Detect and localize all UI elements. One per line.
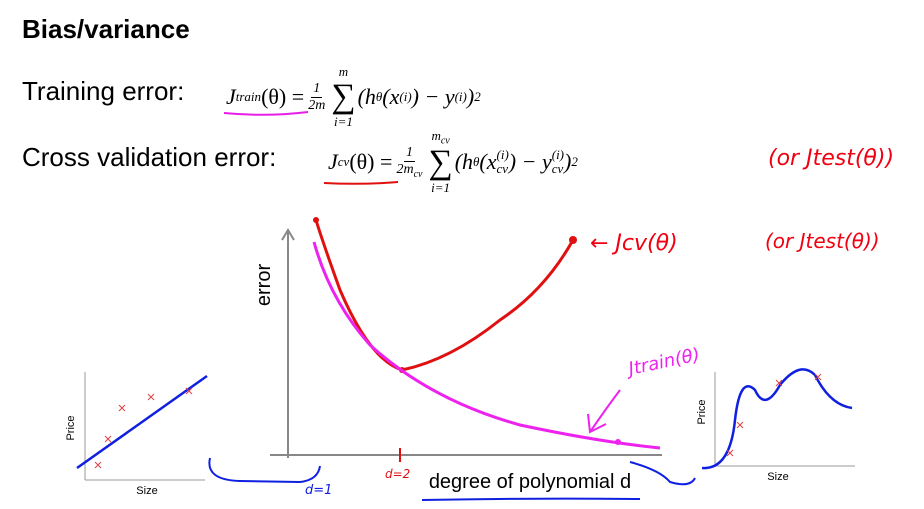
handwritten-note: (or Jtest(θ)) xyxy=(768,146,895,171)
underline xyxy=(421,497,641,501)
handwritten-note: d=2 xyxy=(385,467,410,481)
math-text: 2m xyxy=(308,97,326,113)
math-text: ) xyxy=(466,84,475,109)
math-text: 1 xyxy=(403,144,415,162)
math-text: cv xyxy=(413,168,423,180)
math-text: (h xyxy=(454,149,474,174)
math-text: (i) xyxy=(454,89,467,104)
math-text: = xyxy=(380,149,393,174)
arrow xyxy=(587,389,621,434)
handwritten-note: Jtrain(θ) xyxy=(624,344,702,380)
math-text: ) − y xyxy=(411,84,455,109)
handwritten-note: ← Jcv(θ) xyxy=(590,231,678,256)
data-points xyxy=(726,373,822,457)
math-text: cv xyxy=(337,154,350,169)
math-text: (x xyxy=(479,149,497,174)
math-text: cv xyxy=(551,161,564,176)
math-text: 2 xyxy=(474,89,481,104)
sum: mcv ∑ i=1 xyxy=(428,128,452,197)
math-text: m xyxy=(338,64,349,79)
math-text: 2m xyxy=(396,161,414,177)
fit-line xyxy=(76,374,208,470)
math-text: cv xyxy=(440,135,450,147)
math-text: ) xyxy=(564,149,572,174)
math-text: 1 xyxy=(311,80,323,98)
math-text: θ xyxy=(375,89,383,104)
x-axis-label: degree of polynomial d xyxy=(429,471,631,493)
train-curve xyxy=(312,241,661,450)
math-text: (i) xyxy=(551,147,565,162)
math-text: cv xyxy=(496,161,509,176)
training-label: Training error: xyxy=(22,76,185,106)
math-text: (θ) xyxy=(349,149,375,174)
cv-label: Cross validation error: xyxy=(22,142,277,172)
math-text: J xyxy=(226,84,236,109)
math-text: (x xyxy=(382,84,400,109)
math-text: J xyxy=(328,149,338,174)
y-axis-label: Price xyxy=(65,415,77,440)
underline xyxy=(323,181,399,185)
math-text: (θ) xyxy=(261,84,287,109)
math-text: (i) xyxy=(496,147,509,162)
cv-curve xyxy=(314,219,575,372)
math-text: = xyxy=(291,84,305,109)
math-text: i=1 xyxy=(333,114,353,129)
math-text: (i) xyxy=(399,89,412,104)
title: Bias/variance xyxy=(22,14,190,44)
point xyxy=(615,439,621,445)
math-text: m xyxy=(431,127,441,143)
data-points xyxy=(94,387,193,469)
fraction: 1 2mcv xyxy=(396,145,422,180)
math-text: ) − y xyxy=(508,149,552,174)
sum: m ∑ i=1 xyxy=(331,64,355,130)
sketch xyxy=(629,461,696,486)
math-text: θ xyxy=(473,154,480,169)
fit-curve xyxy=(701,368,853,470)
handwritten-note: d=1 xyxy=(305,483,332,498)
y-axis-label: Price xyxy=(696,399,708,424)
x-axis-label: Size xyxy=(767,471,788,483)
y-axis-label: error xyxy=(253,264,275,307)
x-axis-label: Size xyxy=(136,485,157,497)
sketch xyxy=(208,457,321,484)
math-text: (h xyxy=(357,84,376,109)
math-text: train xyxy=(235,89,262,104)
math-text: 2 xyxy=(571,154,578,169)
axis-arrow xyxy=(281,228,295,241)
handwritten-note: (or Jtest(θ)) xyxy=(765,229,880,253)
math-text: i=1 xyxy=(431,180,451,196)
point xyxy=(569,236,577,244)
point xyxy=(313,217,319,223)
underline xyxy=(223,111,309,116)
math-text: ∑ xyxy=(331,78,356,115)
fraction: 1 2m xyxy=(308,81,325,114)
math-text: ∑ xyxy=(428,144,453,182)
